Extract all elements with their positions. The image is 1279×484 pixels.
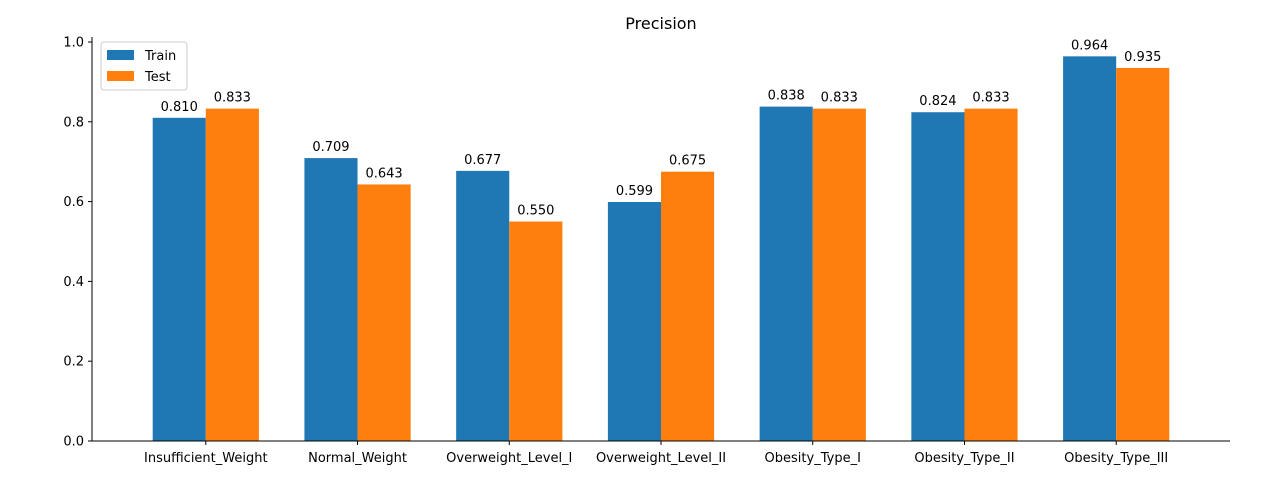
bars-group (152, 56, 1170, 442)
legend-swatch (107, 71, 134, 81)
legend-label: Test (144, 70, 171, 85)
legend-label: Train (144, 49, 176, 64)
x-tick-label: Insufficient_Weight (144, 451, 268, 466)
x-tick-label: Obesity_Type_III (1064, 451, 1168, 466)
bar-value-label: 0.935 (1124, 50, 1161, 65)
y-tick-label: 0.2 (63, 355, 84, 370)
x-axis: Insufficient_Weight Normal_Weight Overweig… (92, 440, 1230, 466)
bar-train-insufficient-weight (152, 117, 206, 442)
bar-test-obesity-type-iii (1116, 67, 1170, 441)
bar-train-obesity-type-ii (911, 112, 965, 441)
bar-test-obesity-type-i (812, 108, 866, 442)
bar-test-insufficient-weight (205, 108, 259, 442)
bar-value-label: 0.599 (616, 184, 653, 199)
bar-value-label: 0.833 (821, 91, 858, 106)
bar-train-normal-weight (304, 158, 358, 441)
bar-value-label: 0.833 (972, 91, 1009, 106)
y-tick-label: 0.6 (63, 195, 84, 210)
bar-value-label: 0.643 (365, 166, 402, 181)
bar-value-label: 0.838 (768, 89, 805, 104)
bar-test-overweight-level-ii (661, 171, 715, 441)
y-tick-label: 0.8 (63, 115, 84, 130)
bar-test-obesity-type-ii (964, 108, 1018, 442)
x-tick-label: Overweight_Level_II (596, 451, 726, 466)
bar-value-label: 0.677 (464, 153, 501, 168)
bar-value-label: 0.824 (919, 94, 956, 109)
bar-value-label: 0.833 (214, 91, 251, 106)
bar-test-overweight-level-i (509, 221, 563, 441)
chart-title: Precision (625, 14, 696, 33)
bar-train-obesity-type-iii (1063, 56, 1117, 441)
bar-labels-group: 0.810 0.709 0.677 0.599 0.838 0.824 0.964 0.833… (161, 38, 1162, 218)
bar-train-obesity-type-i (759, 106, 813, 441)
x-tick-label: Obesity_Type_I (765, 451, 861, 466)
bar-value-label: 0.550 (517, 204, 554, 219)
x-tick-label: Overweight_Level_I (446, 451, 572, 466)
x-tick-label: Obesity_Type_II (914, 451, 1014, 466)
y-tick-label: 0.4 (63, 275, 84, 290)
x-tick-label: Normal_Weight (308, 451, 407, 466)
bar-value-label: 0.964 (1071, 38, 1108, 53)
bar-train-overweight-level-ii (607, 201, 661, 441)
bar-value-label: 0.709 (312, 140, 349, 155)
y-axis: 0.0 0.2 0.4 0.6 0.8 1.0 (63, 35, 93, 450)
bar-test-normal-weight (357, 184, 411, 441)
y-tick-label: 0.0 (63, 435, 84, 450)
y-tick-label: 1.0 (63, 35, 84, 50)
legend-swatch (107, 50, 134, 60)
legend: Train Test (100, 41, 188, 91)
bar-value-label: 0.675 (669, 154, 706, 169)
bar-train-overweight-level-i (456, 170, 510, 441)
bar-value-label: 0.810 (161, 100, 198, 115)
